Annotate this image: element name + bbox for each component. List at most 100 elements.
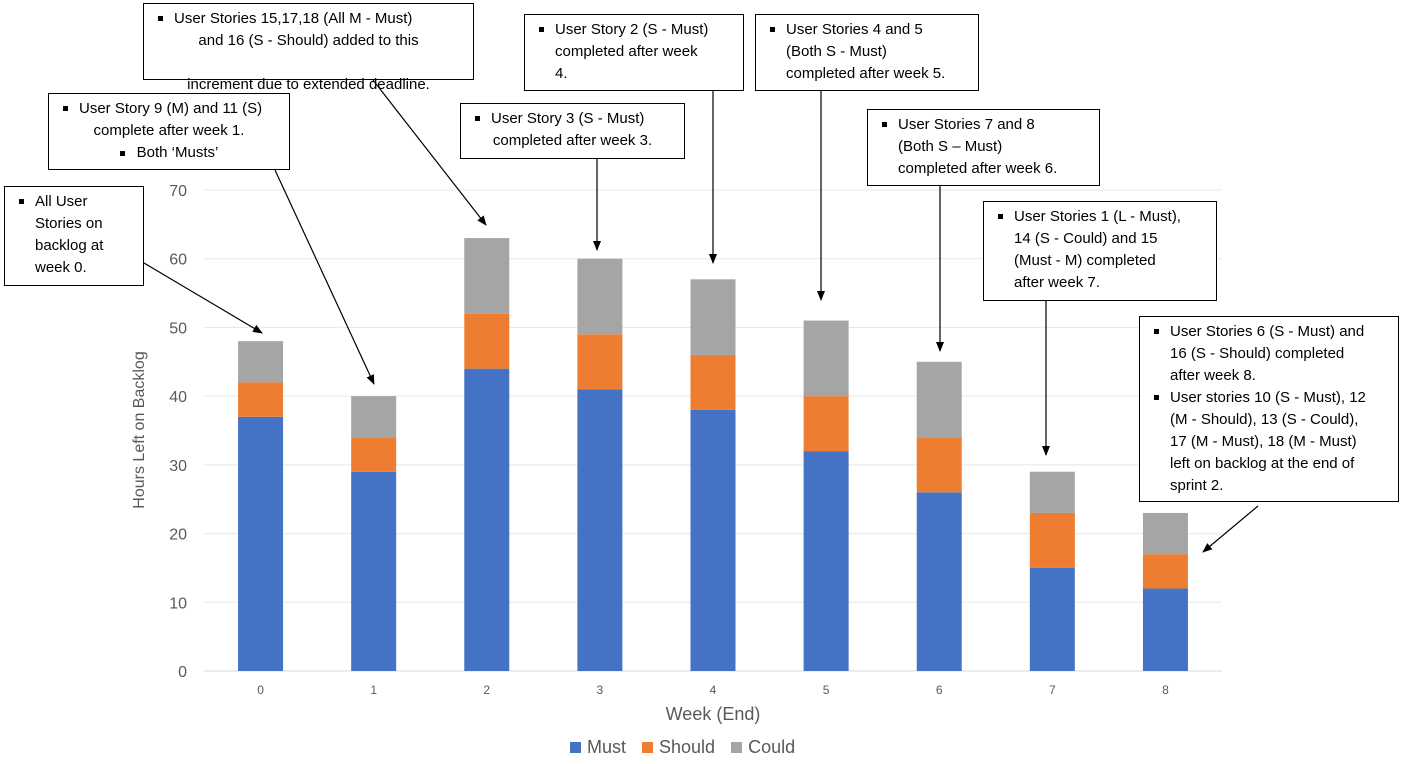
annotation-line: User Story 2 (S - Must)	[555, 21, 709, 38]
annotation-line: sprint 2.	[1170, 477, 1224, 494]
y-tick-labels: 0 10 20 30 40 50 60 70	[169, 183, 187, 681]
x-tick-label: 6	[936, 683, 943, 697]
bar-could-week-1	[351, 396, 397, 438]
annotation-line: User Stories 7 and 8	[898, 116, 1035, 133]
annotation-line: User stories 10 (S - Must), 12	[1170, 389, 1366, 406]
annotation-line: 4.	[555, 65, 568, 82]
bar-could-week-0	[238, 341, 284, 383]
annotation-line: User Stories 15,17,18 (All M - Must)	[174, 10, 413, 27]
annotation-line: (Must - M) completed	[1014, 252, 1156, 269]
y-tick-label: 10	[169, 595, 187, 612]
annotation-line: completed after week	[555, 43, 698, 60]
callout-arrow	[274, 169, 375, 385]
annotation-item: User stories 10 (S - Must), 12 (M - Shoul…	[1148, 387, 1390, 497]
bar-must-week-5	[803, 451, 849, 671]
annotation-line: completed after week 6.	[898, 160, 1058, 177]
x-tick-label: 5	[823, 683, 830, 697]
x-tick-label: 7	[1049, 683, 1056, 697]
legend-item-could: Could	[731, 737, 795, 758]
bar-should-week-7	[1029, 512, 1075, 568]
annotation-line: left on backlog at the end of	[1170, 455, 1355, 472]
annotation-item: User Stories 1 (L - Must), 14 (S - Could)…	[992, 206, 1208, 294]
callout-arrow	[372, 79, 487, 226]
bar-should-week-4	[690, 354, 736, 410]
x-tick-label: 1	[370, 683, 377, 697]
y-tick-label: 30	[169, 458, 187, 475]
bars	[238, 238, 1188, 671]
annotation-item: Both ‘Musts’	[57, 142, 281, 164]
annotation-item: User Story 9 (M) and 11 (S) complete afte…	[57, 98, 281, 142]
legend-item-must: Must	[570, 737, 626, 758]
callout-arrow	[1202, 505, 1259, 553]
annotation-week-3: User Story 3 (S - Must) completed after w…	[460, 103, 685, 159]
annotation-week-1: User Story 9 (M) and 11 (S) complete afte…	[48, 93, 290, 170]
bar-could-week-2	[464, 238, 510, 314]
legend-swatch-should	[642, 742, 654, 753]
legend-label-should: Should	[659, 737, 716, 757]
annotation-line: 17 (M - Must), 18 (M - Must)	[1170, 433, 1357, 450]
bar-could-week-3	[577, 258, 623, 335]
y-tick-label: 40	[169, 389, 187, 406]
annotation-line: User Story 3 (S - Must)	[491, 110, 645, 127]
annotation-list: User Story 9 (M) and 11 (S) complete afte…	[57, 98, 281, 164]
bar-must-week-7	[1029, 567, 1075, 671]
y-axis-title: Hours Left on Backlog	[131, 351, 148, 508]
annotation-item: User Story 3 (S - Must) completed after w…	[469, 108, 676, 152]
callout-arrow	[143, 262, 263, 334]
legend-label-could: Could	[748, 737, 796, 757]
legend-swatch-could	[731, 742, 743, 753]
annotation-list: User Stories 1 (L - Must), 14 (S - Could)…	[992, 206, 1208, 294]
bar-should-week-5	[803, 396, 849, 452]
annotation-week-8: User Stories 6 (S - Must) and 16 (S - Sho…	[1139, 316, 1399, 502]
annotation-item: User Stories 6 (S - Must) and 16 (S - Sho…	[1148, 321, 1390, 387]
bar-should-week-0	[238, 382, 284, 417]
annotation-list: User Stories 15,17,18 (All M - Must) and …	[152, 8, 465, 96]
annotation-line: (Both S – Must)	[898, 138, 1003, 155]
annotation-line: (Both S - Must)	[786, 43, 887, 60]
bar-could-week-8	[1142, 512, 1188, 555]
y-tick-label: 20	[169, 527, 187, 544]
annotation-line: and 16 (S - Should) added to this	[198, 32, 419, 49]
bar-should-week-8	[1142, 554, 1188, 589]
annotation-week-5: User Stories 4 and 5 (Both S - Must) compl…	[755, 14, 979, 91]
annotation-line: after week 7.	[1014, 274, 1100, 291]
annotation-item: User Stories 15,17,18 (All M - Must) and …	[152, 8, 465, 96]
annotation-line: Both ‘Musts’	[136, 144, 219, 161]
bar-must-week-3	[577, 389, 623, 671]
bar-must-week-4	[690, 409, 736, 671]
x-axis-title: Week (End)	[666, 704, 761, 724]
y-tick-label: 0	[178, 664, 187, 681]
legend-label-must: Must	[587, 737, 627, 757]
x-tick-label: 0	[257, 683, 264, 697]
annotation-item: User Stories 7 and 8 (Both S – Must) compl…	[876, 114, 1091, 180]
x-tick-label: 2	[483, 683, 490, 697]
bar-could-week-7	[1029, 471, 1075, 513]
annotation-line: 16 (S - Should) completed	[1170, 345, 1345, 362]
annotation-week-7: User Stories 1 (L - Must), 14 (S - Could)…	[983, 201, 1217, 301]
legend-swatch-must	[570, 742, 581, 753]
x-tick-label: 3	[597, 683, 604, 697]
legend: Must Should Could	[570, 737, 795, 758]
x-tick-labels: 0 1 2 3 4 5 6 7 8	[257, 683, 1169, 697]
annotation-line: All User	[35, 193, 88, 210]
annotation-line: week 0.	[35, 259, 87, 276]
y-tick-label: 60	[169, 252, 187, 269]
annotation-line: Stories on	[35, 215, 103, 232]
annotation-line: User Story 9 (M) and 11 (S)	[79, 100, 263, 117]
bar-should-week-6	[916, 437, 962, 493]
bar-could-week-5	[803, 320, 849, 397]
bar-could-week-4	[690, 279, 736, 355]
bar-could-week-6	[916, 361, 962, 438]
annotation-line: completed after week 5.	[786, 65, 946, 82]
bar-must-week-8	[1142, 588, 1188, 671]
annotation-item: User Stories 4 and 5 (Both S - Must) compl…	[764, 19, 970, 85]
bar-must-week-1	[351, 471, 397, 671]
annotation-list: All User Stories on backlog at week 0.	[13, 191, 135, 279]
annotation-line: (M - Should), 13 (S - Could),	[1170, 411, 1359, 428]
y-tick-label: 50	[169, 320, 187, 337]
annotation-week-6: User Stories 7 and 8 (Both S – Must) compl…	[867, 109, 1100, 186]
annotation-line: 14 (S - Could) and 15	[1014, 230, 1158, 247]
y-tick-label: 70	[169, 183, 187, 200]
callout-arrows	[143, 79, 1259, 553]
annotation-list: User Story 3 (S - Must) completed after w…	[469, 108, 676, 152]
